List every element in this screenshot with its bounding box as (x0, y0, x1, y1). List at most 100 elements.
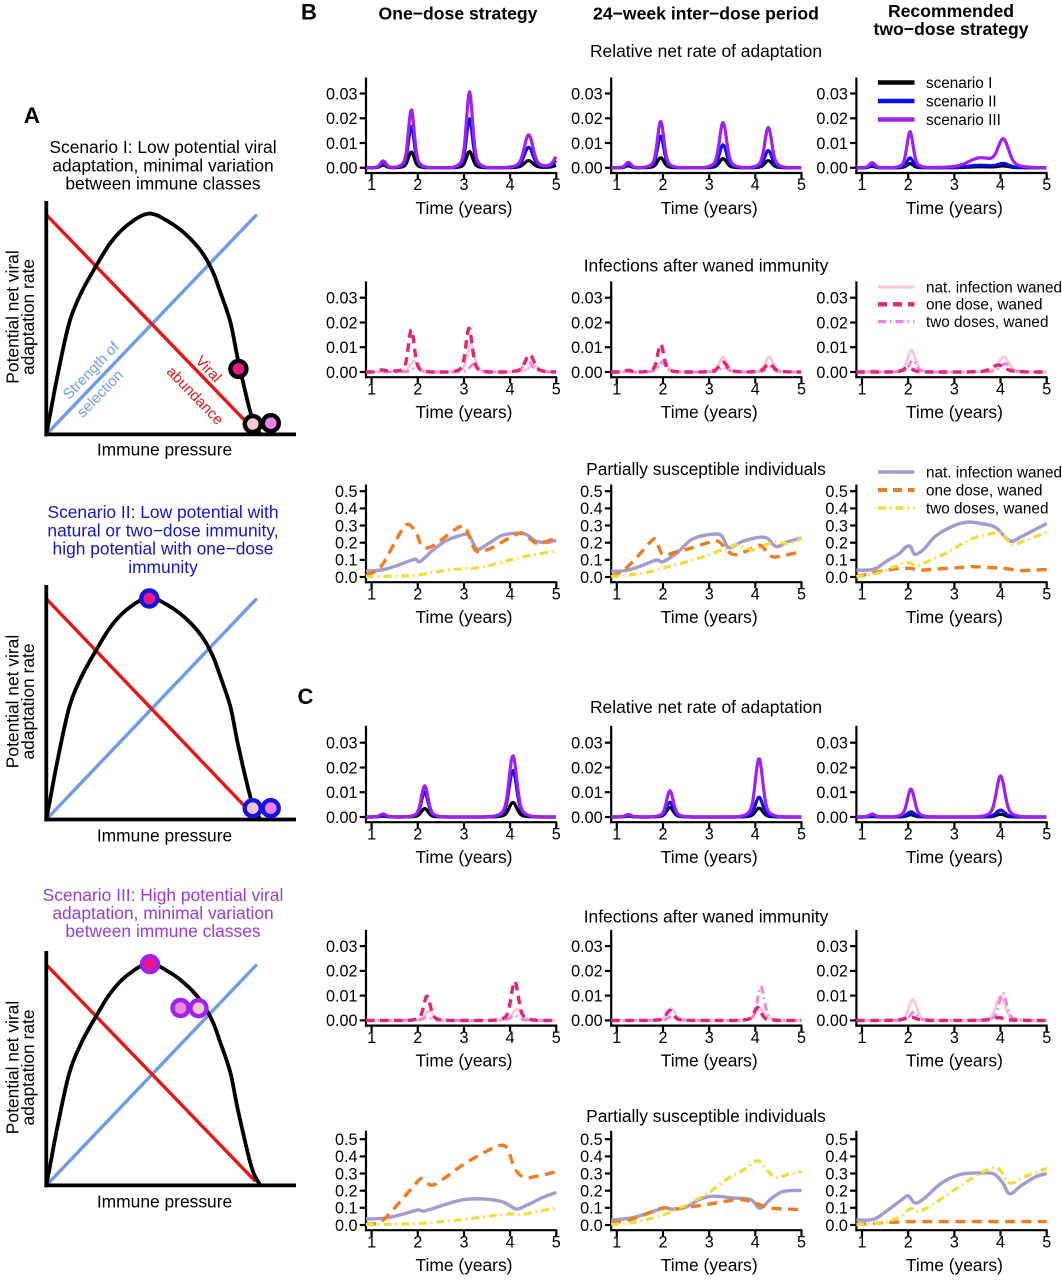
svg-text:Immune pressure: Immune pressure (97, 439, 232, 459)
svg-text:3: 3 (705, 176, 714, 194)
svg-text:2: 2 (658, 585, 667, 603)
svg-text:0.4: 0.4 (825, 1148, 848, 1166)
svg-text:two−dose strategy: two−dose strategy (874, 19, 1029, 39)
svg-text:4: 4 (751, 1233, 760, 1251)
svg-text:2: 2 (413, 1233, 422, 1251)
svg-text:0.2: 0.2 (825, 1183, 848, 1201)
svg-text:adaptation rate: adaptation rate (18, 259, 38, 375)
svg-text:0.0: 0.0 (335, 569, 358, 587)
svg-text:1: 1 (612, 825, 621, 843)
svg-text:A: A (24, 103, 40, 128)
svg-text:Immune pressure: Immune pressure (97, 1191, 232, 1211)
svg-text:Time (years): Time (years) (661, 198, 758, 218)
svg-text:0.01: 0.01 (816, 339, 848, 357)
svg-text:0.02: 0.02 (571, 110, 603, 128)
svg-text:0.5: 0.5 (825, 483, 848, 501)
svg-text:5: 5 (552, 1029, 561, 1047)
svg-text:0.3: 0.3 (580, 1165, 603, 1183)
svg-text:0.3: 0.3 (825, 517, 848, 535)
svg-text:Scenario II: Low potential wit: Scenario II: Low potential with (47, 502, 278, 522)
svg-text:0.01: 0.01 (816, 987, 848, 1005)
svg-text:5: 5 (552, 825, 561, 843)
svg-text:0.00: 0.00 (571, 364, 603, 382)
svg-text:Time (years): Time (years) (416, 1051, 513, 1071)
svg-text:4: 4 (751, 585, 760, 603)
svg-text:0.03: 0.03 (816, 735, 848, 753)
svg-text:Time (years): Time (years) (661, 1051, 758, 1071)
svg-text:0.1: 0.1 (580, 552, 603, 570)
svg-text:Time (years): Time (years) (661, 847, 758, 867)
svg-text:0.01: 0.01 (326, 784, 358, 802)
svg-text:nat. infection waned: nat. infection waned (926, 464, 1062, 481)
svg-text:4: 4 (751, 176, 760, 194)
svg-text:0.0: 0.0 (335, 1217, 358, 1235)
svg-text:between immune classes: between immune classes (65, 921, 261, 941)
svg-text:Infections after waned immunit: Infections after waned immunity (584, 256, 829, 276)
svg-text:4: 4 (996, 825, 1005, 843)
svg-text:0.02: 0.02 (571, 314, 603, 332)
svg-text:1: 1 (367, 1029, 376, 1047)
svg-text:4: 4 (996, 1233, 1005, 1251)
svg-text:Time (years): Time (years) (661, 607, 758, 627)
svg-text:0.4: 0.4 (580, 500, 603, 518)
svg-text:0.03: 0.03 (326, 938, 358, 956)
svg-text:1: 1 (857, 585, 866, 603)
svg-text:Immune pressure: Immune pressure (97, 825, 232, 845)
svg-text:0.00: 0.00 (571, 1012, 603, 1030)
svg-text:1: 1 (857, 1233, 866, 1251)
svg-text:scenario II: scenario II (926, 93, 997, 110)
svg-text:adaptation, minimal variation: adaptation, minimal variation (52, 903, 273, 923)
svg-text:4: 4 (751, 825, 760, 843)
svg-text:two doses, waned: two doses, waned (926, 314, 1048, 331)
svg-text:Partially susceptible individu: Partially susceptible individuals (586, 459, 826, 479)
svg-text:2: 2 (904, 176, 913, 194)
svg-text:Time (years): Time (years) (906, 607, 1003, 627)
svg-text:0.03: 0.03 (326, 735, 358, 753)
svg-text:0.02: 0.02 (326, 314, 358, 332)
svg-text:4: 4 (506, 1233, 515, 1251)
svg-text:1: 1 (857, 1029, 866, 1047)
svg-text:5: 5 (1042, 176, 1051, 194)
svg-text:1: 1 (367, 176, 376, 194)
svg-text:Time (years): Time (years) (416, 607, 513, 627)
svg-text:3: 3 (950, 1029, 959, 1047)
svg-text:4: 4 (996, 1029, 1005, 1047)
svg-text:3: 3 (459, 585, 468, 603)
svg-text:1: 1 (367, 585, 376, 603)
svg-text:5: 5 (1042, 380, 1051, 398)
svg-text:5: 5 (797, 825, 806, 843)
svg-text:1: 1 (367, 380, 376, 398)
svg-text:0.03: 0.03 (571, 290, 603, 308)
svg-text:0.02: 0.02 (816, 759, 848, 777)
svg-text:2: 2 (658, 176, 667, 194)
svg-text:Time (years): Time (years) (416, 847, 513, 867)
svg-text:0.03: 0.03 (571, 735, 603, 753)
svg-text:4: 4 (506, 825, 515, 843)
svg-text:nat. infection waned: nat. infection waned (926, 279, 1062, 296)
svg-text:natural or two−dose immunity,: natural or two−dose immunity, (47, 520, 278, 540)
svg-text:1: 1 (612, 1233, 621, 1251)
svg-text:4: 4 (751, 380, 760, 398)
svg-text:0.00: 0.00 (816, 809, 848, 827)
svg-text:0.5: 0.5 (825, 1131, 848, 1149)
svg-text:4: 4 (751, 1029, 760, 1047)
svg-text:0.2: 0.2 (335, 535, 358, 553)
svg-text:1: 1 (367, 1233, 376, 1251)
svg-text:0.03: 0.03 (816, 290, 848, 308)
svg-text:0.01: 0.01 (326, 987, 358, 1005)
svg-text:3: 3 (459, 825, 468, 843)
svg-text:0.00: 0.00 (326, 1012, 358, 1030)
svg-text:B: B (301, 0, 317, 25)
svg-text:One−dose strategy: One−dose strategy (379, 4, 538, 24)
svg-text:3: 3 (459, 1233, 468, 1251)
svg-text:0.2: 0.2 (580, 535, 603, 553)
svg-text:Scenario III: High potential v: Scenario III: High potential viral (43, 885, 284, 905)
svg-text:Potential net viral: Potential net viral (3, 635, 23, 768)
svg-text:0.00: 0.00 (571, 809, 603, 827)
svg-text:0.00: 0.00 (326, 809, 358, 827)
svg-text:4: 4 (506, 380, 515, 398)
svg-text:5: 5 (1042, 1029, 1051, 1047)
svg-text:5: 5 (552, 585, 561, 603)
svg-text:2: 2 (658, 1029, 667, 1047)
svg-text:0.2: 0.2 (825, 535, 848, 553)
